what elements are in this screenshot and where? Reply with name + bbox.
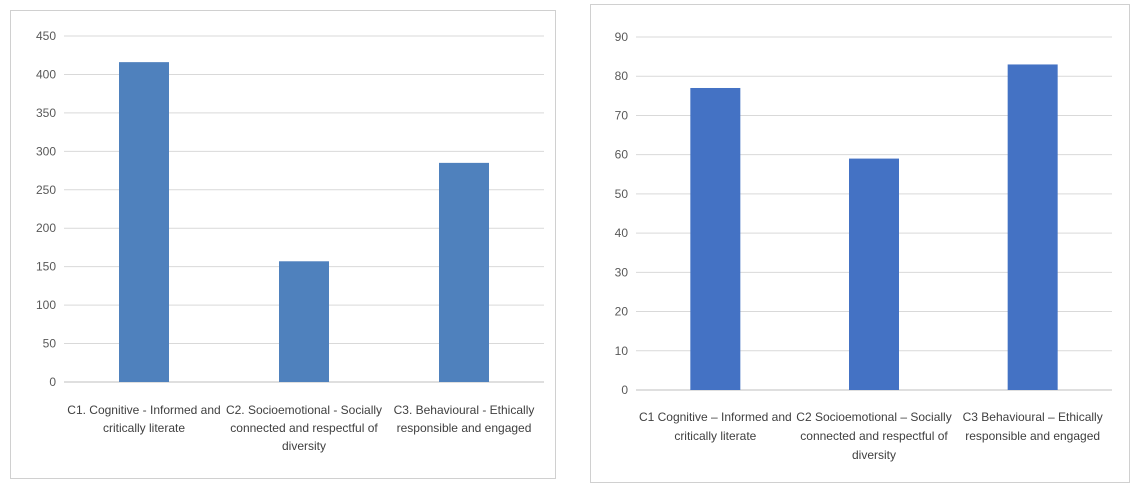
y-tick-label: 40 [615,226,629,240]
bar-chart-right: 0 10 20 30 40 50 60 70 80 90 C1 Cognitive – Inform… [615,30,1112,462]
bar [690,87,741,390]
category-label: C1 Cognitive – Informed and [639,410,792,424]
y-tick-label: 80 [615,69,629,83]
y-tick-label: 350 [36,106,56,120]
bar-chart-left: 0 50 100 150 200 250 300 350 400 450 C1. Cognitive… [36,29,544,453]
y-tick-label: 50 [615,187,629,201]
bar [279,261,329,382]
y-tick-label: 250 [36,183,56,197]
category-label: diversity [852,448,896,462]
chart-panel-right: 0 10 20 30 40 50 60 70 80 90 C1 Cognitive – Inform… [590,4,1130,483]
category-label: critically literate [103,421,185,435]
category-label: C2 Socioemotional – Socially [796,410,951,424]
category-label: C3. Behavioural - Ethically [394,403,535,417]
category-label: connected and respectful of [800,429,948,443]
category-label: C1. Cognitive - Informed and [67,403,220,417]
bar [119,62,169,383]
y-tick-label: 30 [615,265,629,279]
y-tick-label: 60 [615,148,629,162]
bar [849,158,899,390]
y-tick-label: 150 [36,260,56,274]
y-tick-label: 10 [615,344,629,358]
y-tick-label: 20 [615,305,629,319]
category-label: critically literate [674,429,756,443]
category-label: C2. Socioemotional - Socially [226,403,382,417]
y-tick-label: 450 [36,29,56,43]
category-label: responsible and engaged [397,421,532,435]
category-label: diversity [282,439,326,453]
bar [1007,64,1058,390]
bar [439,162,489,382]
category-label: connected and respectful of [230,421,378,435]
y-tick-label: 100 [36,298,56,312]
category-label: responsible and engaged [965,429,1100,443]
y-tick-label: 0 [621,383,628,397]
category-label: C3 Behavioural – Ethically [963,410,1103,424]
y-tick-label: 400 [36,67,56,81]
y-tick-label: 0 [49,375,56,389]
y-tick-label: 90 [615,30,629,44]
y-tick-label: 300 [36,144,56,158]
y-tick-label: 50 [43,337,57,351]
y-tick-label: 200 [36,221,56,235]
y-tick-label: 70 [615,108,629,122]
chart-panel-left: 0 50 100 150 200 250 300 350 400 450 C1. Cognitive… [10,10,556,479]
